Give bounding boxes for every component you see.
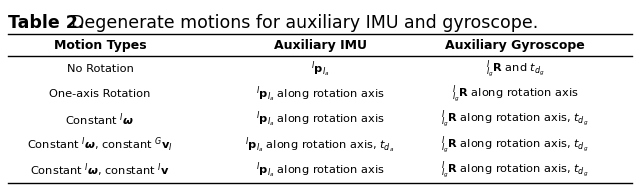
Text: Table 2.: Table 2. xyxy=(8,14,84,32)
Text: Motion Types: Motion Types xyxy=(54,38,147,51)
Text: Auxiliary IMU: Auxiliary IMU xyxy=(273,38,367,51)
Text: $^{I}_{I_g}\mathbf{R}$ along rotation axis: $^{I}_{I_g}\mathbf{R}$ along rotation ax… xyxy=(452,83,579,105)
Text: $^{I}_{I_g}\mathbf{R}$ along rotation axis, $t_{d_g}$: $^{I}_{I_g}\mathbf{R}$ along rotation ax… xyxy=(442,134,589,156)
Text: $^{I}\mathbf{p}_{I_a}$ along rotation axis, $t_{d_a}$: $^{I}\mathbf{p}_{I_a}$ along rotation ax… xyxy=(246,135,394,155)
Text: Degenerate motions for auxiliary IMU and gyroscope.: Degenerate motions for auxiliary IMU and… xyxy=(60,14,538,32)
Text: $^{I}\mathbf{p}_{I_a}$ along rotation axis: $^{I}\mathbf{p}_{I_a}$ along rotation ax… xyxy=(255,110,385,129)
Text: One-axis Rotation: One-axis Rotation xyxy=(49,89,150,99)
Text: Constant $^{I}\boldsymbol{\omega}$, constant $^{I}\mathbf{v}$: Constant $^{I}\boldsymbol{\omega}$, cons… xyxy=(30,162,170,179)
Text: $^{I}\mathbf{p}_{I_a}$ along rotation axis: $^{I}\mathbf{p}_{I_a}$ along rotation ax… xyxy=(255,84,385,104)
Text: $^{I}\mathbf{p}_{I_a}$: $^{I}\mathbf{p}_{I_a}$ xyxy=(311,59,329,78)
Text: $^{I}_{I_g}\mathbf{R}$ along rotation axis, $t_{d_g}$: $^{I}_{I_g}\mathbf{R}$ along rotation ax… xyxy=(442,109,589,130)
Text: $^{I}_{I_g}\mathbf{R}$ and $t_{d_g}$: $^{I}_{I_g}\mathbf{R}$ and $t_{d_g}$ xyxy=(486,58,545,80)
Text: $^{I}\mathbf{p}_{I_a}$ along rotation axis: $^{I}\mathbf{p}_{I_a}$ along rotation ax… xyxy=(255,160,385,180)
Text: No Rotation: No Rotation xyxy=(67,64,133,74)
Text: Auxiliary Gyroscope: Auxiliary Gyroscope xyxy=(445,38,585,51)
Text: Constant $^{I}\boldsymbol{\omega}$, constant $^{G}\mathbf{v}_{I}$: Constant $^{I}\boldsymbol{\omega}$, cons… xyxy=(27,136,173,154)
Text: Constant $^{I}\boldsymbol{\omega}$: Constant $^{I}\boldsymbol{\omega}$ xyxy=(65,111,134,128)
Text: $^{I}_{I_g}\mathbf{R}$ along rotation axis, $t_{d_g}$: $^{I}_{I_g}\mathbf{R}$ along rotation ax… xyxy=(442,159,589,181)
